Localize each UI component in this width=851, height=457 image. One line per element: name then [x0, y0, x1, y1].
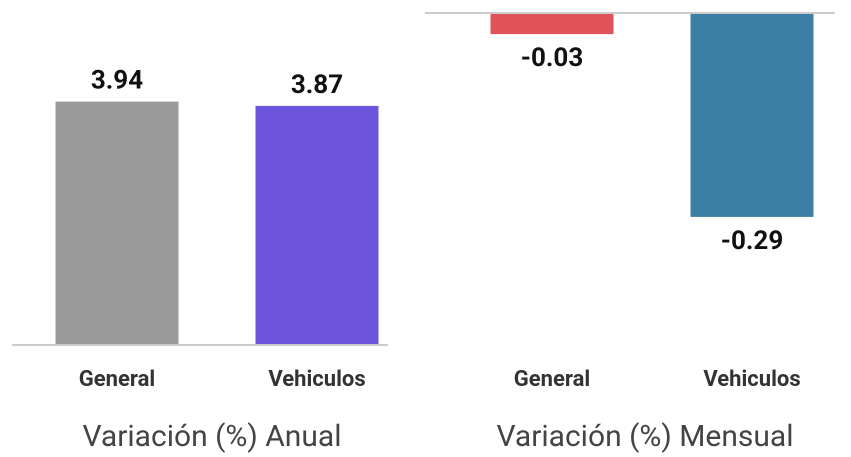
x-tick-label: Vehiculos — [268, 367, 365, 392]
bar — [490, 13, 614, 35]
x-tick-label: Vehiculos — [703, 367, 800, 392]
bar — [255, 105, 379, 345]
chart-title: Variación (%) Anual — [82, 419, 341, 454]
x-tick-label: General — [514, 367, 590, 392]
value-label: 3.94 — [91, 65, 143, 95]
value-label: 3.87 — [291, 70, 343, 100]
bar — [55, 101, 179, 346]
value-label: -0.03 — [521, 43, 584, 73]
chart-title: Variación (%) Mensual — [496, 419, 793, 454]
x-tick-label: General — [79, 367, 155, 392]
bar — [690, 13, 814, 217]
value-label: -0.29 — [721, 226, 784, 256]
